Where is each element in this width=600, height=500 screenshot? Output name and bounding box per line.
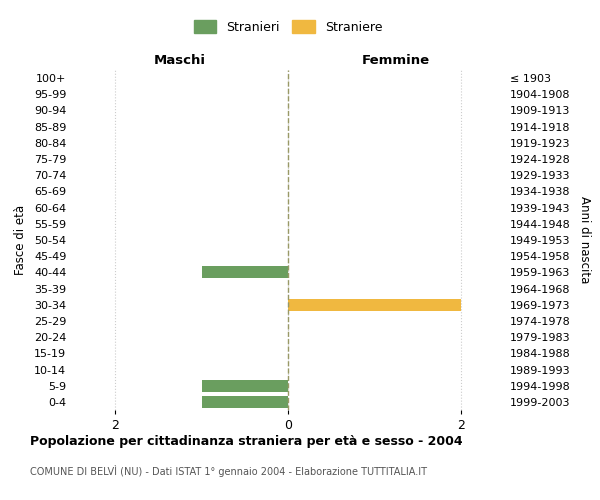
Bar: [288, 298, 461, 311]
Bar: [202, 266, 288, 278]
Bar: [202, 396, 288, 408]
Text: Popolazione per cittadinanza straniera per età e sesso - 2004: Popolazione per cittadinanza straniera p…: [30, 435, 463, 448]
Legend: Stranieri, Straniere: Stranieri, Straniere: [190, 16, 386, 38]
Bar: [202, 380, 288, 392]
Y-axis label: Anni di nascita: Anni di nascita: [578, 196, 591, 284]
Text: Maschi: Maschi: [154, 54, 206, 67]
Y-axis label: Fasce di età: Fasce di età: [14, 205, 27, 275]
Text: COMUNE DI BELVÌ (NU) - Dati ISTAT 1° gennaio 2004 - Elaborazione TUTTITALIA.IT: COMUNE DI BELVÌ (NU) - Dati ISTAT 1° gen…: [30, 465, 427, 477]
Text: Femmine: Femmine: [362, 54, 430, 67]
